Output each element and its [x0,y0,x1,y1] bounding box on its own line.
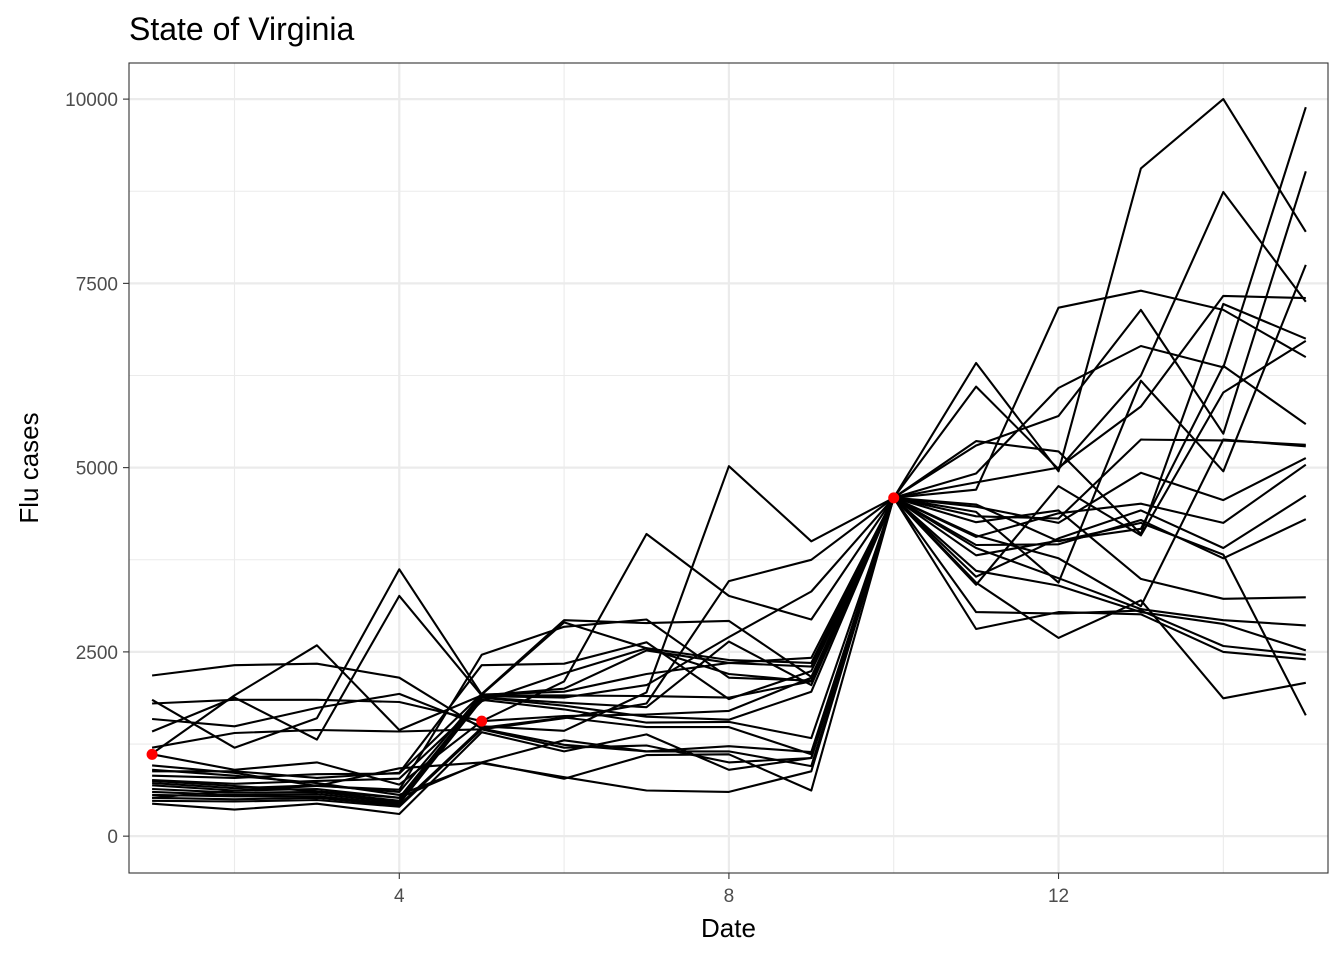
y-tick-label: 0 [107,827,118,848]
observed-point-2 [476,715,488,727]
series-line-19 [152,496,1307,808]
series-line-20 [152,496,1306,816]
series-lines [151,98,1307,816]
y-tick-label: 10000 [65,90,118,111]
y-axis-title: Flu cases [14,412,44,523]
y-tick-label: 7500 [76,274,118,295]
x-tick-label: 8 [724,886,735,907]
chart-title: State of Virginia [129,11,355,47]
x-tick-label: 12 [1048,886,1069,907]
observed-points [146,492,900,760]
series-line-17 [152,496,1306,805]
series-line-10 [152,364,1307,779]
series-line-23 [152,496,1307,799]
series-line-5 [152,264,1307,732]
series-line-11 [152,438,1306,779]
series-line-22 [152,496,1306,796]
x-axis-ticks: 4 8 12 [394,873,1069,907]
series-line-2 [151,190,1307,749]
y-tick-label: 2500 [76,643,118,664]
observed-point-3 [888,492,900,504]
series-line-15 [152,494,1307,802]
series-line-14 [152,463,1307,799]
series-line-6 [152,106,1307,723]
y-tick-label: 5000 [76,459,118,480]
y-axis-ticks: 0 2500 5000 7500 10000 [65,90,129,848]
observed-point-1 [146,748,158,760]
series-line-18 [152,496,1306,807]
x-axis-title: Date [701,913,756,943]
series-line-7 [151,294,1306,749]
series-line-3 [151,289,1307,741]
x-tick-label: 4 [394,886,405,907]
